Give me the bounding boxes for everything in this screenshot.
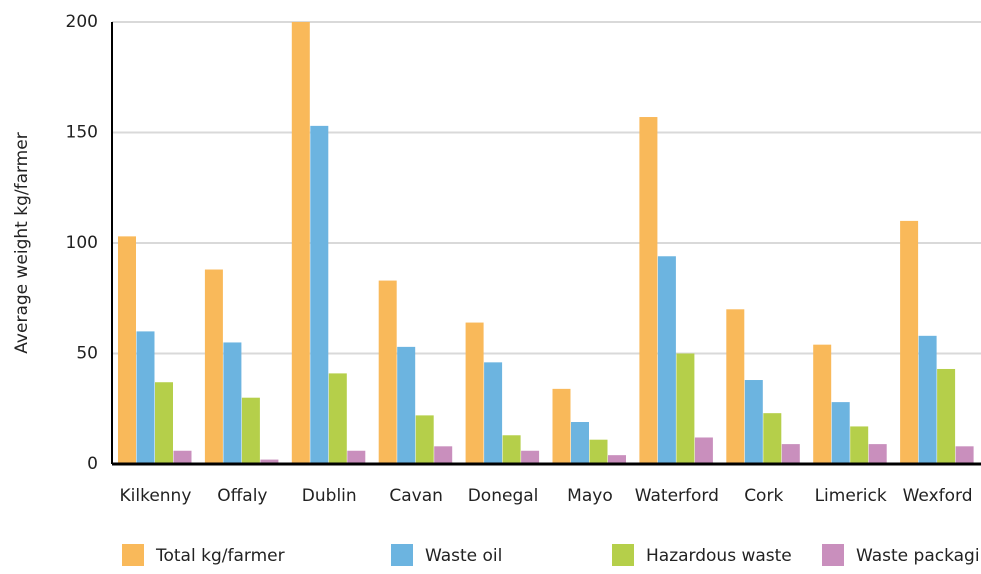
legend-label: Total kg/farmer [155, 546, 285, 566]
bar [955, 446, 974, 464]
bar [465, 322, 484, 464]
bar [155, 382, 173, 464]
x-tick-label: Offaly [217, 486, 267, 506]
bar [831, 402, 850, 464]
bar [502, 435, 521, 464]
bar [415, 415, 434, 464]
x-tick-label: Wexford [903, 486, 973, 506]
bar [484, 362, 503, 464]
bar [397, 346, 416, 464]
legend-label: Waste packaging [856, 546, 981, 566]
x-tick-label: Dublin [302, 486, 357, 506]
bar [310, 125, 329, 465]
bar [260, 459, 279, 464]
legend-swatch [822, 544, 844, 566]
bar [204, 269, 223, 464]
bar [763, 413, 782, 464]
legend-label: Hazardous waste [646, 546, 792, 566]
x-tick-label: Cavan [389, 486, 443, 506]
legend-label: Waste oil [425, 546, 502, 566]
bar [589, 439, 608, 464]
y-tick-label: 0 [87, 454, 98, 474]
bar [813, 344, 832, 464]
x-tick-label: Kilkenny [119, 486, 191, 506]
bar [781, 444, 800, 464]
y-tick-label: 100 [66, 233, 98, 253]
bar [657, 256, 676, 464]
bar [868, 444, 887, 464]
x-tick-label: Limerick [815, 486, 887, 506]
bar [328, 373, 347, 464]
legend-swatch [391, 544, 413, 566]
bar [223, 342, 242, 464]
bar [136, 331, 155, 464]
bar [850, 426, 869, 464]
bar [347, 450, 366, 464]
bar [378, 280, 397, 464]
y-tick-label: 150 [66, 123, 98, 143]
bar [918, 335, 937, 464]
bar [521, 450, 540, 464]
bar [608, 455, 626, 464]
x-tick-label: Waterford [635, 486, 719, 506]
bar [241, 397, 260, 464]
bar [434, 446, 453, 464]
bar [639, 117, 658, 464]
y-tick-label: 50 [76, 344, 98, 364]
y-axis-label: Average weight kg/farmer [12, 132, 32, 353]
bar [291, 22, 310, 464]
bar [571, 422, 589, 464]
bar [676, 353, 695, 464]
x-tick-label: Mayo [567, 486, 613, 506]
x-tick-label: Donegal [468, 486, 539, 506]
bar [744, 380, 763, 464]
legend-swatch [122, 544, 144, 566]
y-tick-label: 200 [66, 12, 98, 32]
bar [173, 450, 192, 464]
bar [900, 220, 919, 464]
bar [726, 309, 745, 464]
bar [552, 388, 571, 464]
bar [694, 437, 713, 464]
legend-swatch [612, 544, 634, 566]
bar [118, 236, 136, 464]
bar [937, 368, 956, 464]
x-tick-label: Cork [744, 486, 783, 506]
